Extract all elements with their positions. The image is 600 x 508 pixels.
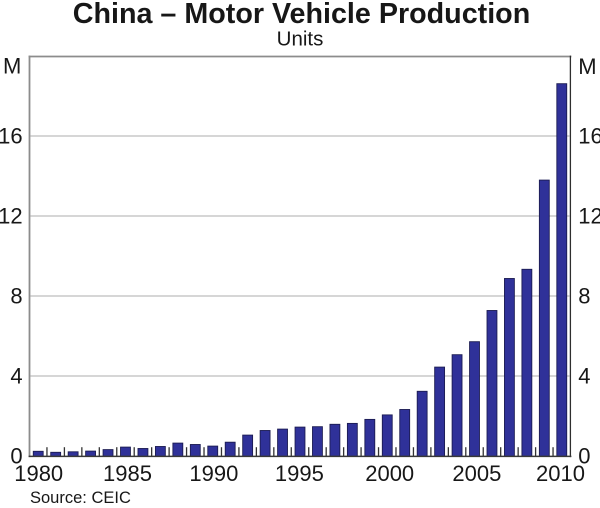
svg-text:1980: 1980 xyxy=(14,461,63,486)
svg-text:4: 4 xyxy=(578,364,590,389)
svg-text:1985: 1985 xyxy=(103,461,152,486)
svg-text:M: M xyxy=(3,53,21,78)
svg-text:0: 0 xyxy=(578,444,590,469)
svg-text:2010: 2010 xyxy=(536,461,585,486)
svg-text:M: M xyxy=(578,54,596,79)
svg-text:Units: Units xyxy=(277,27,324,50)
svg-text:1995: 1995 xyxy=(275,461,324,486)
svg-text:8: 8 xyxy=(578,284,590,309)
svg-text:16: 16 xyxy=(578,124,600,149)
svg-text:Source: CEIC: Source: CEIC xyxy=(30,489,131,507)
svg-text:2000: 2000 xyxy=(365,461,414,486)
svg-text:12: 12 xyxy=(578,204,600,229)
svg-text:China – Motor Vehicle Producti: China – Motor Vehicle Production xyxy=(73,0,530,30)
svg-text:4: 4 xyxy=(10,364,22,389)
svg-text:1990: 1990 xyxy=(189,461,238,486)
svg-text:12: 12 xyxy=(0,204,23,229)
svg-text:8: 8 xyxy=(10,284,22,309)
svg-text:0: 0 xyxy=(10,444,22,469)
svg-text:2005: 2005 xyxy=(452,461,501,486)
svg-text:16: 16 xyxy=(0,124,23,149)
